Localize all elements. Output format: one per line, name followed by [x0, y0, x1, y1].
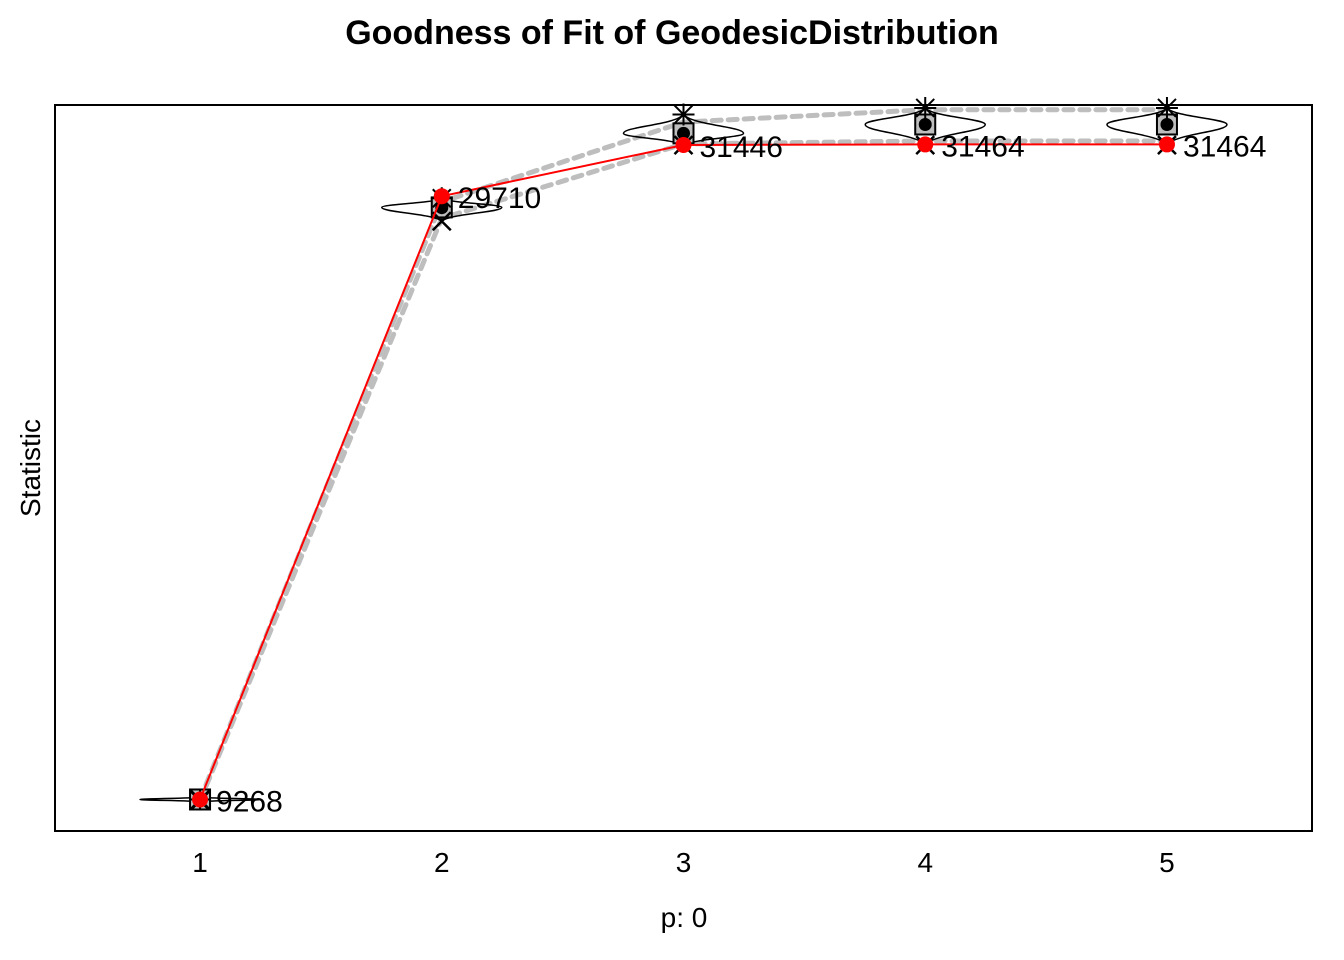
observed-point-2 [433, 188, 450, 205]
x-tick-label-4: 4 [917, 847, 933, 878]
observed-value-label-2: 29710 [458, 182, 541, 215]
chart-title: Goodness of Fit of GeodesicDistribution [345, 14, 999, 52]
x-tick-label-3: 3 [676, 847, 692, 878]
max-marker-3 [672, 103, 695, 126]
observed-point-5 [1158, 136, 1175, 153]
x-axis-ticks: 1 2 3 4 5 [192, 847, 1175, 878]
x-tick-label-2: 2 [434, 847, 450, 878]
plot-area: 9268 29710 31446 31464 31464 [139, 96, 1266, 818]
x-tick-label-5: 5 [1159, 847, 1175, 878]
observed-point-1 [192, 791, 209, 808]
observed-value-label-4: 31464 [941, 130, 1024, 163]
max-marker-5 [1155, 96, 1178, 119]
observed-value-label-3: 31446 [700, 131, 783, 164]
mean-point-5 [1160, 117, 1174, 131]
y-axis-label: Statistic [15, 419, 46, 517]
observed-value-label-5: 31464 [1183, 130, 1266, 163]
mean-point-3 [677, 126, 690, 140]
x-tick-label-1: 1 [192, 847, 208, 878]
observed-value-label-1: 9268 [216, 785, 283, 818]
x-axis-label: p: 0 [661, 902, 708, 933]
observed-point-3 [675, 136, 692, 153]
plot-border [54, 104, 1313, 832]
simulation-band-lower-band [197, 138, 1170, 804]
mean-point-4 [918, 117, 932, 131]
max-marker-4 [914, 96, 937, 119]
min-marker-2 [431, 211, 452, 232]
observed-line [199, 143, 1167, 800]
observed-point-4 [917, 136, 934, 153]
